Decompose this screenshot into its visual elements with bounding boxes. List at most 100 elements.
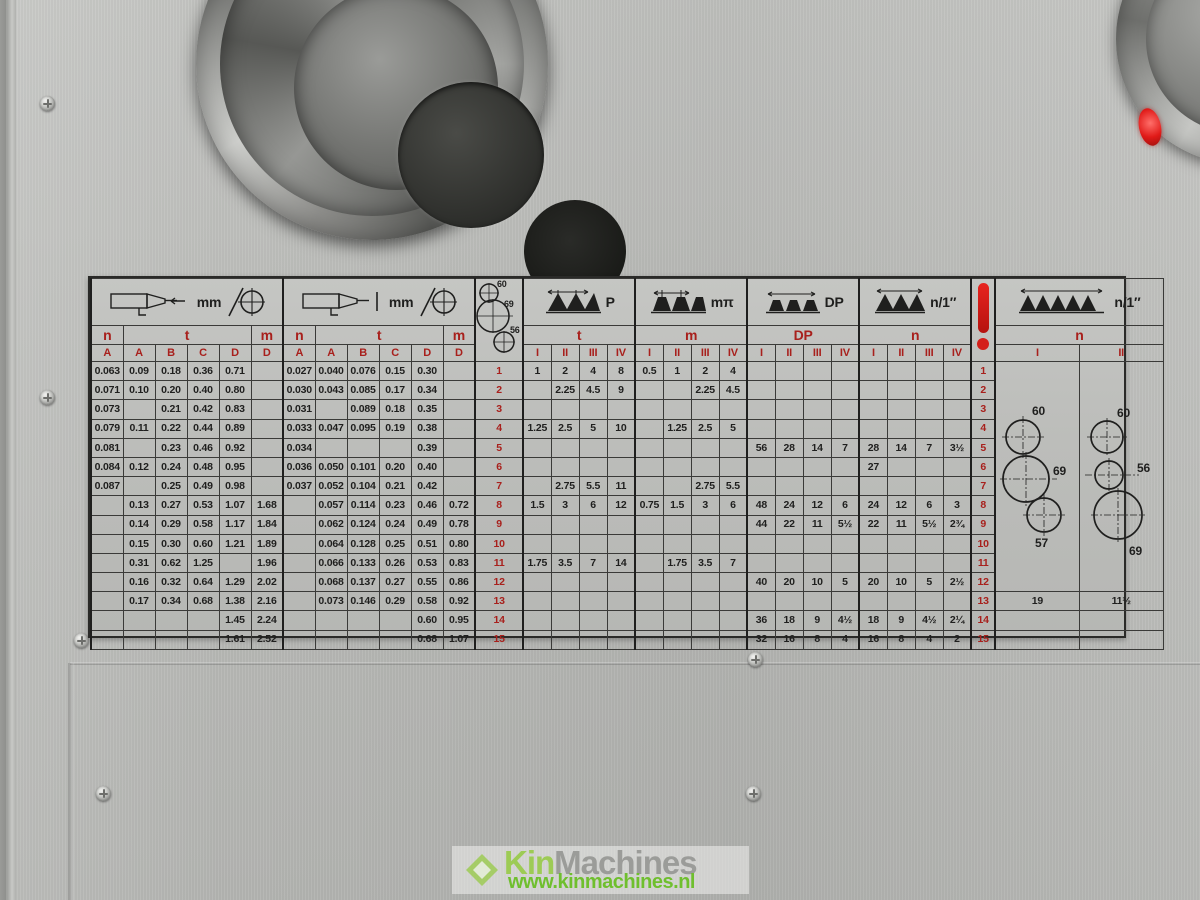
cell-dp-1-11 — [746, 552, 776, 574]
gear-train-diagram-index: 60 69 56 — [474, 278, 524, 362]
svg-text:56: 56 — [510, 325, 520, 335]
cell-module-2-3 — [662, 399, 692, 420]
cell-pitch-1-5 — [522, 437, 552, 458]
cell-feed-t3-9: 0.58 — [186, 514, 220, 535]
symbol-label-n-per-inch-2: n/1″ — [1114, 294, 1141, 310]
cell-pitch-1-1: 1 — [522, 360, 552, 382]
cell-feed-m-6 — [250, 456, 284, 478]
cell-dp-2-14: 18 — [774, 610, 804, 631]
cell-tpi-1-10 — [858, 533, 888, 554]
cell-cross-t3-9: 0.24 — [378, 514, 412, 535]
watermark-brand-kin: Kin — [504, 846, 555, 881]
cell-feed-t4-6: 0.95 — [218, 456, 252, 478]
cell-pitch-4-1: 8 — [606, 360, 636, 382]
table-row: 0.14 0.29 0.58 1.17 1.84 0.062 0.124 0.24 0.49 0.… — [90, 514, 1163, 535]
cell-dp-2-15: 16 — [774, 629, 804, 650]
gear-train-diagram-I: 60 69 57 — [994, 360, 1080, 593]
cell-tpi-4-2 — [942, 380, 972, 401]
cell-module-2-1: 1 — [662, 360, 692, 382]
cell-cross-t1-11: 0.066 — [314, 552, 348, 574]
cell-pitch-4-6 — [606, 456, 636, 478]
cell-tpi-3-11 — [914, 552, 944, 574]
col2-t-A: A — [327, 346, 335, 359]
col-pitch-I: I — [535, 346, 539, 359]
exclamation-dot-icon — [977, 338, 990, 350]
cell-dp-1-9: 44 — [746, 514, 776, 535]
cell-tpi2-II-14 — [1078, 610, 1164, 631]
cell-cross-t1-1: 0.040 — [314, 360, 348, 382]
cell-module-3-3 — [690, 399, 720, 420]
cell-feed-t2-10: 0.30 — [154, 533, 188, 554]
cell-dp-4-3 — [830, 399, 860, 420]
cell-cross-t3-10: 0.25 — [378, 533, 412, 554]
cell-module-2-12 — [662, 572, 692, 593]
cell-cross-m-5 — [442, 437, 476, 458]
cell-dp-2-8: 24 — [774, 495, 804, 516]
cell-cross-n-11 — [282, 552, 316, 574]
col-t-D: D — [231, 346, 239, 359]
cell-cross-t3-3: 0.18 — [378, 399, 412, 420]
cell-pitch-3-6 — [578, 456, 608, 478]
cell-cross-t4-13: 0.58 — [410, 591, 444, 612]
table-row: 1.61 2.52 0.68 1.07 15 32 16 8 4 16 8 4 2 15 — [90, 629, 1164, 650]
cell-cross-t3-2: 0.17 — [378, 380, 412, 401]
group-label-n: n — [103, 326, 112, 343]
cell-pitch-3-3 — [578, 399, 608, 420]
cell-cross-m-6 — [442, 456, 476, 478]
cell-dp-3-2 — [802, 380, 832, 401]
gear-train-diagram-II: 60 56 69 — [1078, 360, 1164, 593]
cell-cross-n-8 — [282, 495, 316, 516]
cell-tpi-3-12: 5 — [914, 572, 944, 593]
cell-cross-t3-8: 0.23 — [378, 495, 412, 516]
cell-feed-t3-4: 0.44 — [186, 418, 220, 439]
cell-dp-1-6 — [746, 456, 776, 478]
cell-feed-n-1: 0.063 — [90, 360, 124, 382]
cell-tpi-4-5: 3½ — [942, 437, 972, 458]
table-row: 0.087 0.25 0.49 0.98 0.037 0.052 0.104 0.21 0.42… — [90, 476, 1163, 497]
svg-text:56: 56 — [1137, 461, 1150, 475]
cell-cross-n-13 — [282, 591, 316, 612]
cell-dp-3-12: 10 — [802, 572, 832, 593]
cell-module-2-2 — [662, 380, 692, 401]
cell-cross-n-15 — [282, 629, 316, 650]
cell-pitch-2-5 — [550, 437, 580, 458]
col2-t-B: B — [359, 346, 367, 359]
cell-pitch-2-11: 3.5 — [550, 552, 580, 574]
cell-cross-t2-6: 0.101 — [346, 456, 380, 478]
cell-pitch-3-12 — [578, 572, 608, 593]
cell-dp-2-1 — [774, 360, 804, 382]
cell-module-1-8: 0.75 — [634, 495, 664, 516]
cell-feed-t1-7 — [122, 476, 156, 497]
cell-row-index-3: 3 — [474, 399, 524, 420]
cell-feed-t4-12: 1.29 — [218, 572, 252, 593]
col2-t-C: C — [391, 346, 399, 359]
col-m-D: D — [262, 346, 271, 359]
svg-text:57: 57 — [1035, 536, 1048, 550]
cell-module-3-2: 2.25 — [690, 380, 720, 401]
cell-feed-t4-1: 0.71 — [218, 360, 252, 382]
cell-module-2-15 — [662, 629, 692, 650]
cell-dp-4-5: 7 — [830, 437, 860, 458]
cell-pitch-3-8: 6 — [578, 495, 608, 516]
symbol-unit-mm-2: mm — [388, 294, 414, 310]
cell-pitch-2-2: 2.25 — [550, 380, 580, 401]
cell-module-3-14 — [690, 610, 720, 631]
cell-cross-t2-8: 0.114 — [346, 495, 380, 516]
chuck-bevel — [220, 0, 718, 384]
cell-feed-m-3 — [250, 399, 284, 420]
cell-tpi-2-10 — [886, 533, 916, 554]
cell-tpi-3-2 — [914, 380, 944, 401]
cell-pitch-4-5 — [606, 437, 636, 458]
symbol-label-DP: DP — [824, 294, 844, 310]
cell-cross-m-15: 1.07 — [442, 629, 476, 650]
cell-cross-t1-12: 0.068 — [314, 572, 348, 593]
symbol-threads-per-inch: n/1″ — [858, 278, 972, 326]
cell-pitch-3-4: 5 — [578, 418, 608, 439]
cell-feed-n-15 — [90, 629, 124, 650]
cell-feed-t3-14 — [186, 610, 220, 631]
table-row: 0.17 0.34 0.68 1.38 2.16 0.073 0.146 0.29 0.58 0.… — [90, 591, 1164, 612]
cell-pitch-2-15 — [550, 629, 580, 650]
watermark-brand-machines: Machines — [554, 846, 697, 881]
cell-dp-1-2 — [746, 380, 776, 401]
cell-cross-m-3 — [442, 399, 476, 420]
